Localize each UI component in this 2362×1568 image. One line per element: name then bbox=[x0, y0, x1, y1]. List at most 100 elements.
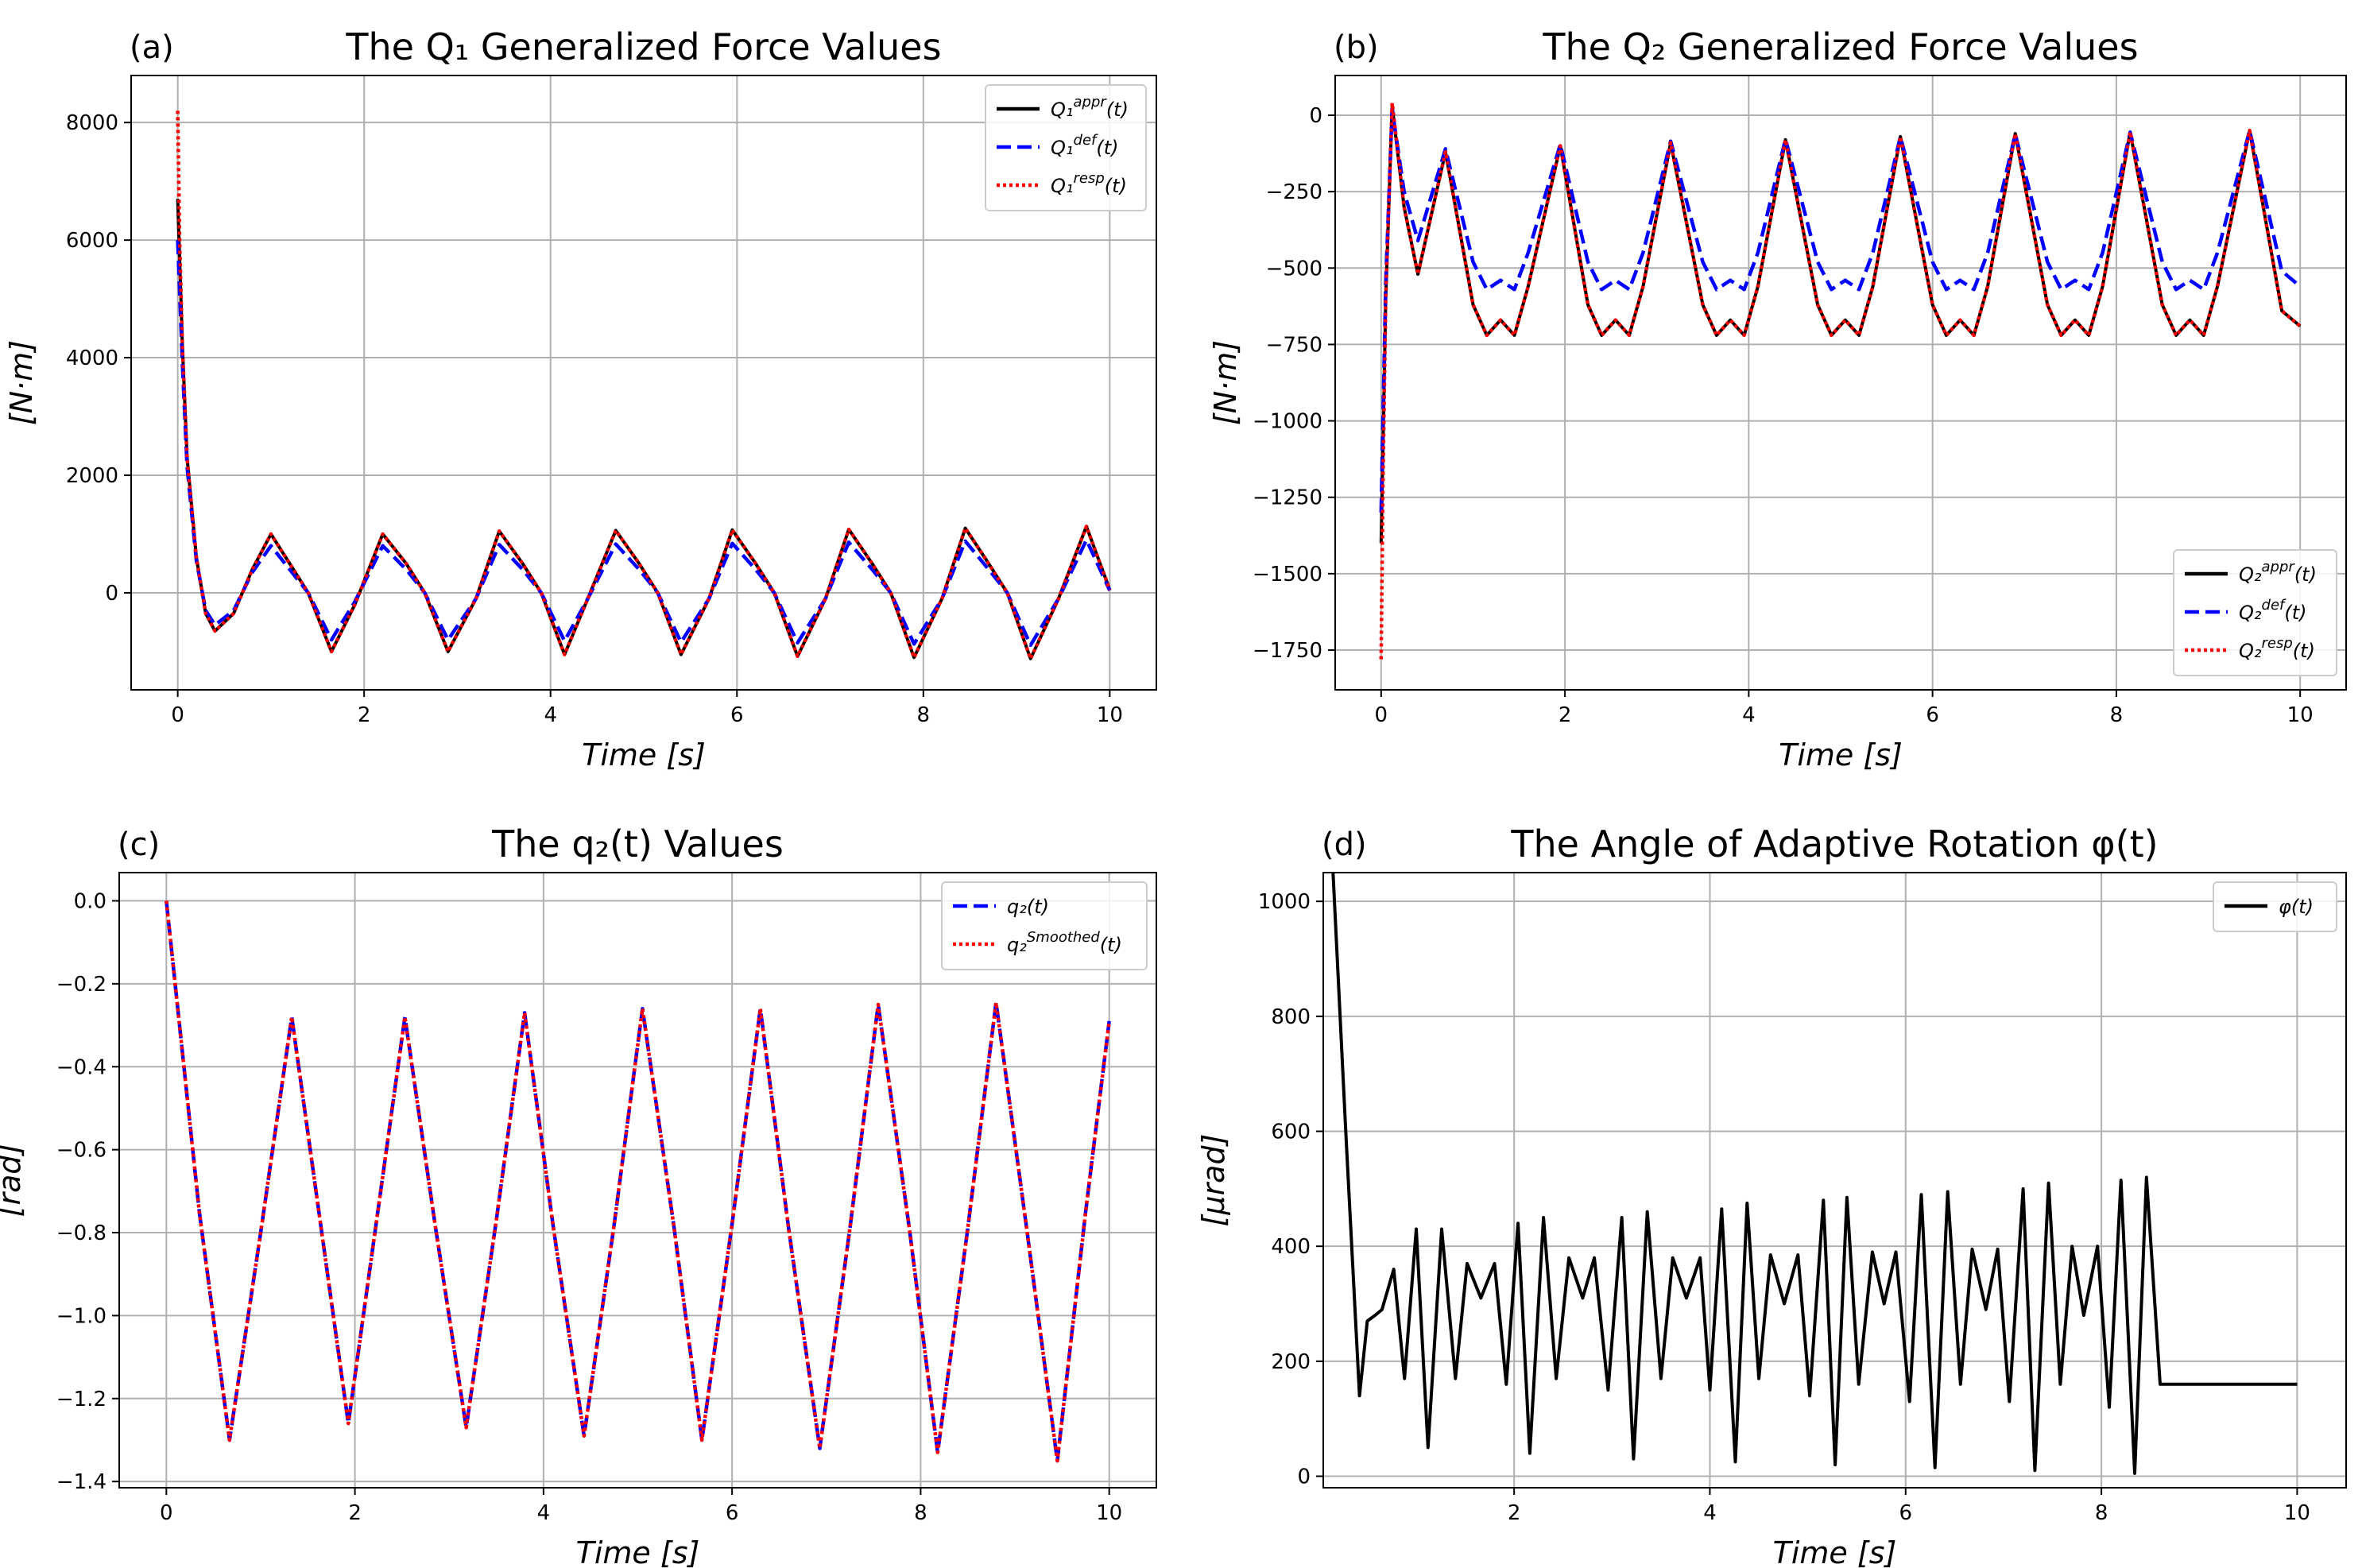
panel-label: (a) bbox=[130, 29, 174, 66]
x-axis-label: Time [s] bbox=[1779, 738, 1903, 772]
y-axis-label: [N·m] bbox=[1208, 340, 1243, 425]
x-axis-label: Time [s] bbox=[1773, 1535, 1897, 1568]
y-tick-label: −1.0 bbox=[56, 1304, 106, 1328]
legend-entry: Q₂appr(t) bbox=[2239, 559, 2317, 586]
chart-title: The Q₁ Generalized Force Values bbox=[345, 25, 941, 68]
x-tick-label: 6 bbox=[730, 703, 744, 727]
legend-entry: Q₂resp(t) bbox=[2239, 635, 2315, 662]
series-line-1 bbox=[1379, 104, 2302, 544]
y-tick-label: −250 bbox=[1266, 180, 1322, 204]
y-tick-label: 0 bbox=[105, 582, 118, 606]
series-line-3 bbox=[176, 110, 1112, 661]
x-tick-label: 8 bbox=[917, 703, 931, 727]
legend-frame bbox=[941, 881, 1148, 970]
axes-frame bbox=[1334, 75, 2347, 691]
y-tick-label: 800 bbox=[1271, 1005, 1311, 1029]
y-tick-label: 6000 bbox=[66, 229, 118, 253]
y-tick-label: 4000 bbox=[66, 347, 118, 370]
chart-title: The q₂(t) Values bbox=[491, 823, 784, 865]
panel-label: (c) bbox=[118, 827, 160, 863]
series-line-1 bbox=[1331, 873, 2298, 1475]
y-tick-label: −1250 bbox=[1253, 486, 1322, 510]
y-tick-label: −0.6 bbox=[56, 1139, 106, 1163]
y-tick-label: 2000 bbox=[66, 464, 118, 488]
series-line-2 bbox=[1379, 107, 2302, 513]
legend-entry: Q₁appr(t) bbox=[1051, 94, 1129, 121]
legend-frame bbox=[985, 84, 1147, 211]
legend-entry: Q₂def(t) bbox=[2239, 597, 2307, 624]
y-tick-label: −1500 bbox=[1253, 563, 1322, 587]
x-tick-label: 10 bbox=[1097, 703, 1123, 727]
chart-title: The Q₂ Generalized Force Values bbox=[1542, 25, 2138, 68]
legend-frame bbox=[2213, 881, 2337, 932]
x-tick-label: 8 bbox=[2095, 1501, 2108, 1525]
x-tick-label: 8 bbox=[914, 1501, 927, 1525]
panel-label: (b) bbox=[1334, 29, 1379, 66]
y-tick-label: −0.8 bbox=[56, 1221, 106, 1245]
y-tick-label: 0.0 bbox=[74, 889, 106, 913]
y-tick-label: −1.4 bbox=[56, 1470, 106, 1494]
y-tick-label: −1.2 bbox=[56, 1388, 106, 1411]
series-line-3 bbox=[1379, 101, 2302, 660]
chart-panel-3: 0 2 4 6 8 10 0.0 −0.2 −0.4 −0.6 −0.8 −1.0 −1.2 −1.4 Th… bbox=[0, 823, 1157, 1568]
x-tick-label: 0 bbox=[160, 1501, 173, 1525]
legend: q₂(t) q₂Smoothed(t) bbox=[941, 881, 1148, 970]
x-tick-label: 10 bbox=[1096, 1501, 1122, 1525]
y-tick-label: 0 bbox=[1309, 104, 1322, 128]
x-tick-label: 0 bbox=[1375, 703, 1388, 727]
legend-entry: Q₁def(t) bbox=[1051, 132, 1119, 159]
y-tick-label: 1000 bbox=[1258, 890, 1311, 914]
x-tick-label: 4 bbox=[1742, 703, 1756, 727]
axes-frame bbox=[1322, 872, 2347, 1489]
x-tick-label: 4 bbox=[1703, 1501, 1717, 1525]
legend: Q₂appr(t) Q₂def(t) Q₂resp(t) bbox=[2173, 549, 2337, 676]
x-tick-label: 2 bbox=[1559, 703, 1572, 727]
y-tick-label: −0.4 bbox=[56, 1055, 106, 1079]
chart-panel-1: 0 2 4 6 8 10 0 2000 4000 6000 8000 The Q₁ Generaliz… bbox=[4, 25, 1157, 772]
x-tick-label: 4 bbox=[537, 1501, 551, 1525]
y-tick-label: −1000 bbox=[1253, 410, 1322, 434]
y-tick-label: −750 bbox=[1266, 333, 1322, 357]
y-tick-label: 400 bbox=[1271, 1235, 1311, 1259]
x-tick-label: 4 bbox=[544, 703, 557, 727]
y-tick-label: −500 bbox=[1266, 257, 1322, 281]
x-tick-label: 10 bbox=[2287, 703, 2314, 727]
legend: Q₁appr(t) Q₁def(t) Q₁resp(t) bbox=[985, 84, 1147, 211]
x-tick-label: 8 bbox=[2110, 703, 2124, 727]
legend-frame bbox=[2173, 549, 2337, 676]
series-line-2 bbox=[165, 900, 1111, 1463]
x-tick-label: 6 bbox=[1926, 703, 1939, 727]
x-axis-label: Time [s] bbox=[582, 738, 706, 772]
legend: φ(t) bbox=[2213, 881, 2337, 932]
x-tick-label: 2 bbox=[348, 1501, 362, 1525]
y-tick-label: 600 bbox=[1271, 1121, 1311, 1144]
x-tick-label: 10 bbox=[2284, 1501, 2310, 1525]
y-tick-label: 8000 bbox=[66, 111, 118, 135]
x-tick-label: 0 bbox=[171, 703, 184, 727]
y-axis-label: [N·m] bbox=[4, 340, 39, 425]
legend-entry: φ(t) bbox=[2279, 896, 2314, 918]
x-tick-label: 6 bbox=[1899, 1501, 1913, 1525]
series-line-2 bbox=[176, 240, 1112, 648]
y-tick-label: −0.2 bbox=[56, 973, 106, 997]
axes-frame bbox=[118, 872, 1157, 1489]
legend-entry: q₂Smoothed(t) bbox=[1007, 929, 1122, 956]
chart-panel-2: 0 2 4 6 8 10 0 −250 −500 −750 −1000 −1250 −1500 −1750… bbox=[1208, 25, 2347, 772]
y-tick-label: 0 bbox=[1297, 1465, 1311, 1489]
series-line-1 bbox=[176, 199, 1112, 660]
chart-panel-4: 2 4 6 8 10 0 200 400 600 800 1000 The Angle of Adap… bbox=[1196, 823, 2347, 1568]
y-tick-label: −1750 bbox=[1253, 639, 1322, 663]
panel-label: (d) bbox=[1322, 827, 1367, 863]
axes-frame bbox=[130, 75, 1157, 691]
x-tick-label: 6 bbox=[726, 1501, 739, 1525]
x-tick-label: 2 bbox=[1508, 1501, 1521, 1525]
legend-entry: Q₁resp(t) bbox=[1051, 170, 1127, 197]
x-axis-label: Time [s] bbox=[576, 1535, 700, 1568]
chart-title: The Angle of Adaptive Rotation φ(t) bbox=[1510, 823, 2158, 865]
series-line-1 bbox=[165, 900, 1111, 1463]
x-tick-label: 2 bbox=[358, 703, 371, 727]
y-tick-label: 200 bbox=[1271, 1350, 1311, 1374]
legend-entry: q₂(t) bbox=[1007, 896, 1049, 918]
y-axis-label: [rad] bbox=[0, 1144, 27, 1218]
